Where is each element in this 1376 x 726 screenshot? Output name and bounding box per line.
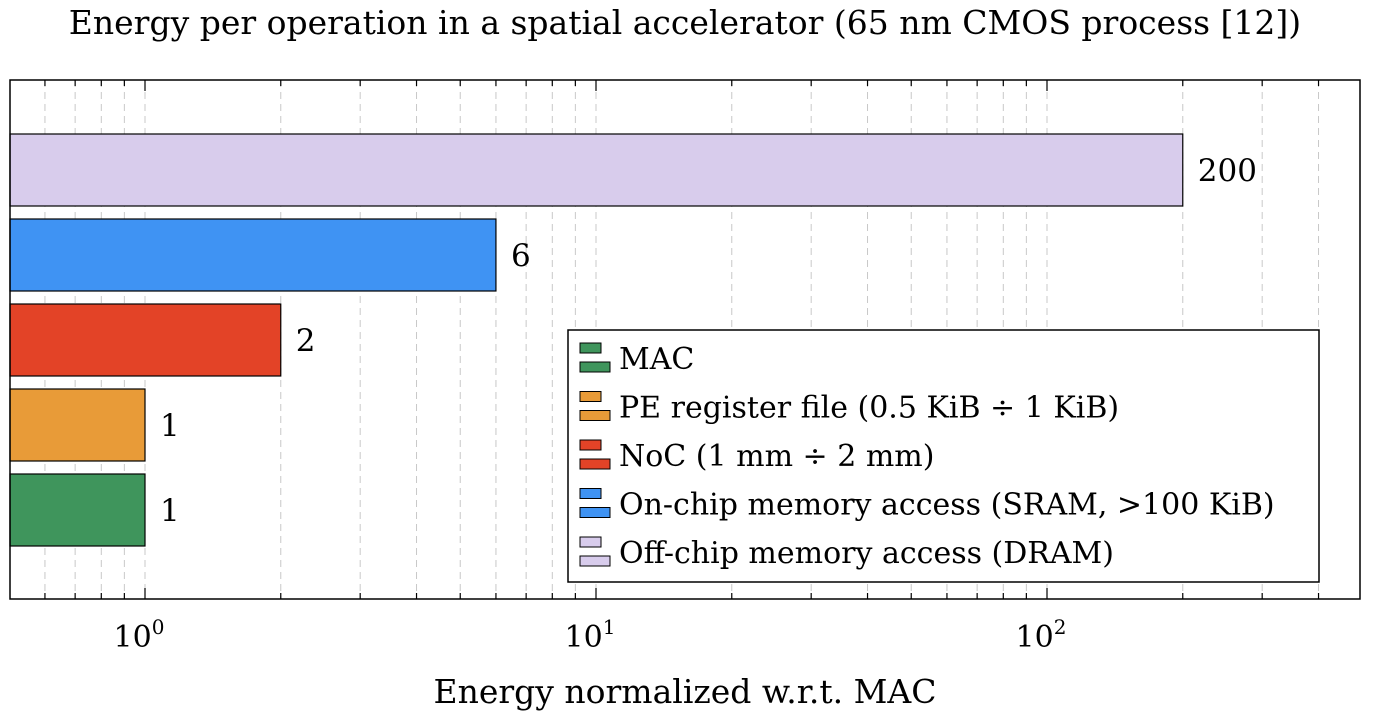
legend-label: PE register file (0.5 KiB ÷ 1 KiB): [619, 391, 1119, 426]
bar: [9, 133, 1184, 207]
bar: [9, 388, 146, 462]
bar: [9, 473, 146, 547]
bar-value-label: 2: [296, 323, 316, 359]
legend-swatch-top: [579, 342, 602, 354]
x-axis-label: Energy normalized w.r.t. MAC: [434, 672, 937, 711]
legend-swatch-bottom: [579, 458, 611, 470]
legend-item: Off-chip memory access (DRAM): [579, 536, 1114, 571]
legend-swatch-top: [579, 391, 602, 402]
legend: MAC PE register file (0.5 KiB ÷ 1 KiB) NoC…: [567, 329, 1320, 583]
bar: [9, 303, 282, 377]
legend-swatch-bottom: [579, 361, 611, 373]
x-axis-ticks: [44, 80, 1320, 599]
bar-value-label: 1: [160, 408, 180, 444]
x-tick-label: 101: [565, 615, 616, 655]
chart-title: Energy per operation in a spatial accele…: [69, 3, 1301, 42]
legend-item: NoC (1 mm ÷ 2 mm): [579, 439, 934, 474]
legend-item: PE register file (0.5 KiB ÷ 1 KiB): [579, 391, 1119, 426]
legend-label: NoC (1 mm ÷ 2 mm): [619, 439, 934, 474]
legend-frame: [567, 329, 1320, 583]
plot-frame: [9, 79, 1361, 600]
legend-swatch-top: [579, 439, 602, 451]
legend-swatch-bottom: [579, 410, 611, 421]
x-tick-label: 100: [114, 615, 165, 655]
x-tick-label: 102: [1016, 615, 1067, 655]
value-labels: 1 1 2 6 200: [160, 153, 1257, 529]
x-tick-labels: 100 101 102: [114, 615, 1067, 655]
bar-value-label: 200: [1198, 153, 1257, 189]
legend-label: MAC: [619, 342, 694, 377]
legend-swatch-top: [579, 536, 602, 548]
bar: [9, 218, 497, 292]
legend-label: On-chip memory access (SRAM, >100 KiB): [619, 488, 1275, 523]
legend-swatch-top: [579, 488, 602, 499]
legend-item: On-chip memory access (SRAM, >100 KiB): [579, 488, 1275, 523]
legend-label: Off-chip memory access (DRAM): [619, 536, 1114, 571]
legend-swatch-bottom: [579, 555, 611, 567]
legend-item: MAC: [579, 342, 694, 377]
bar-value-label: 1: [160, 493, 180, 529]
legend-swatch-bottom: [579, 507, 611, 518]
bar-value-label: 6: [511, 238, 531, 274]
